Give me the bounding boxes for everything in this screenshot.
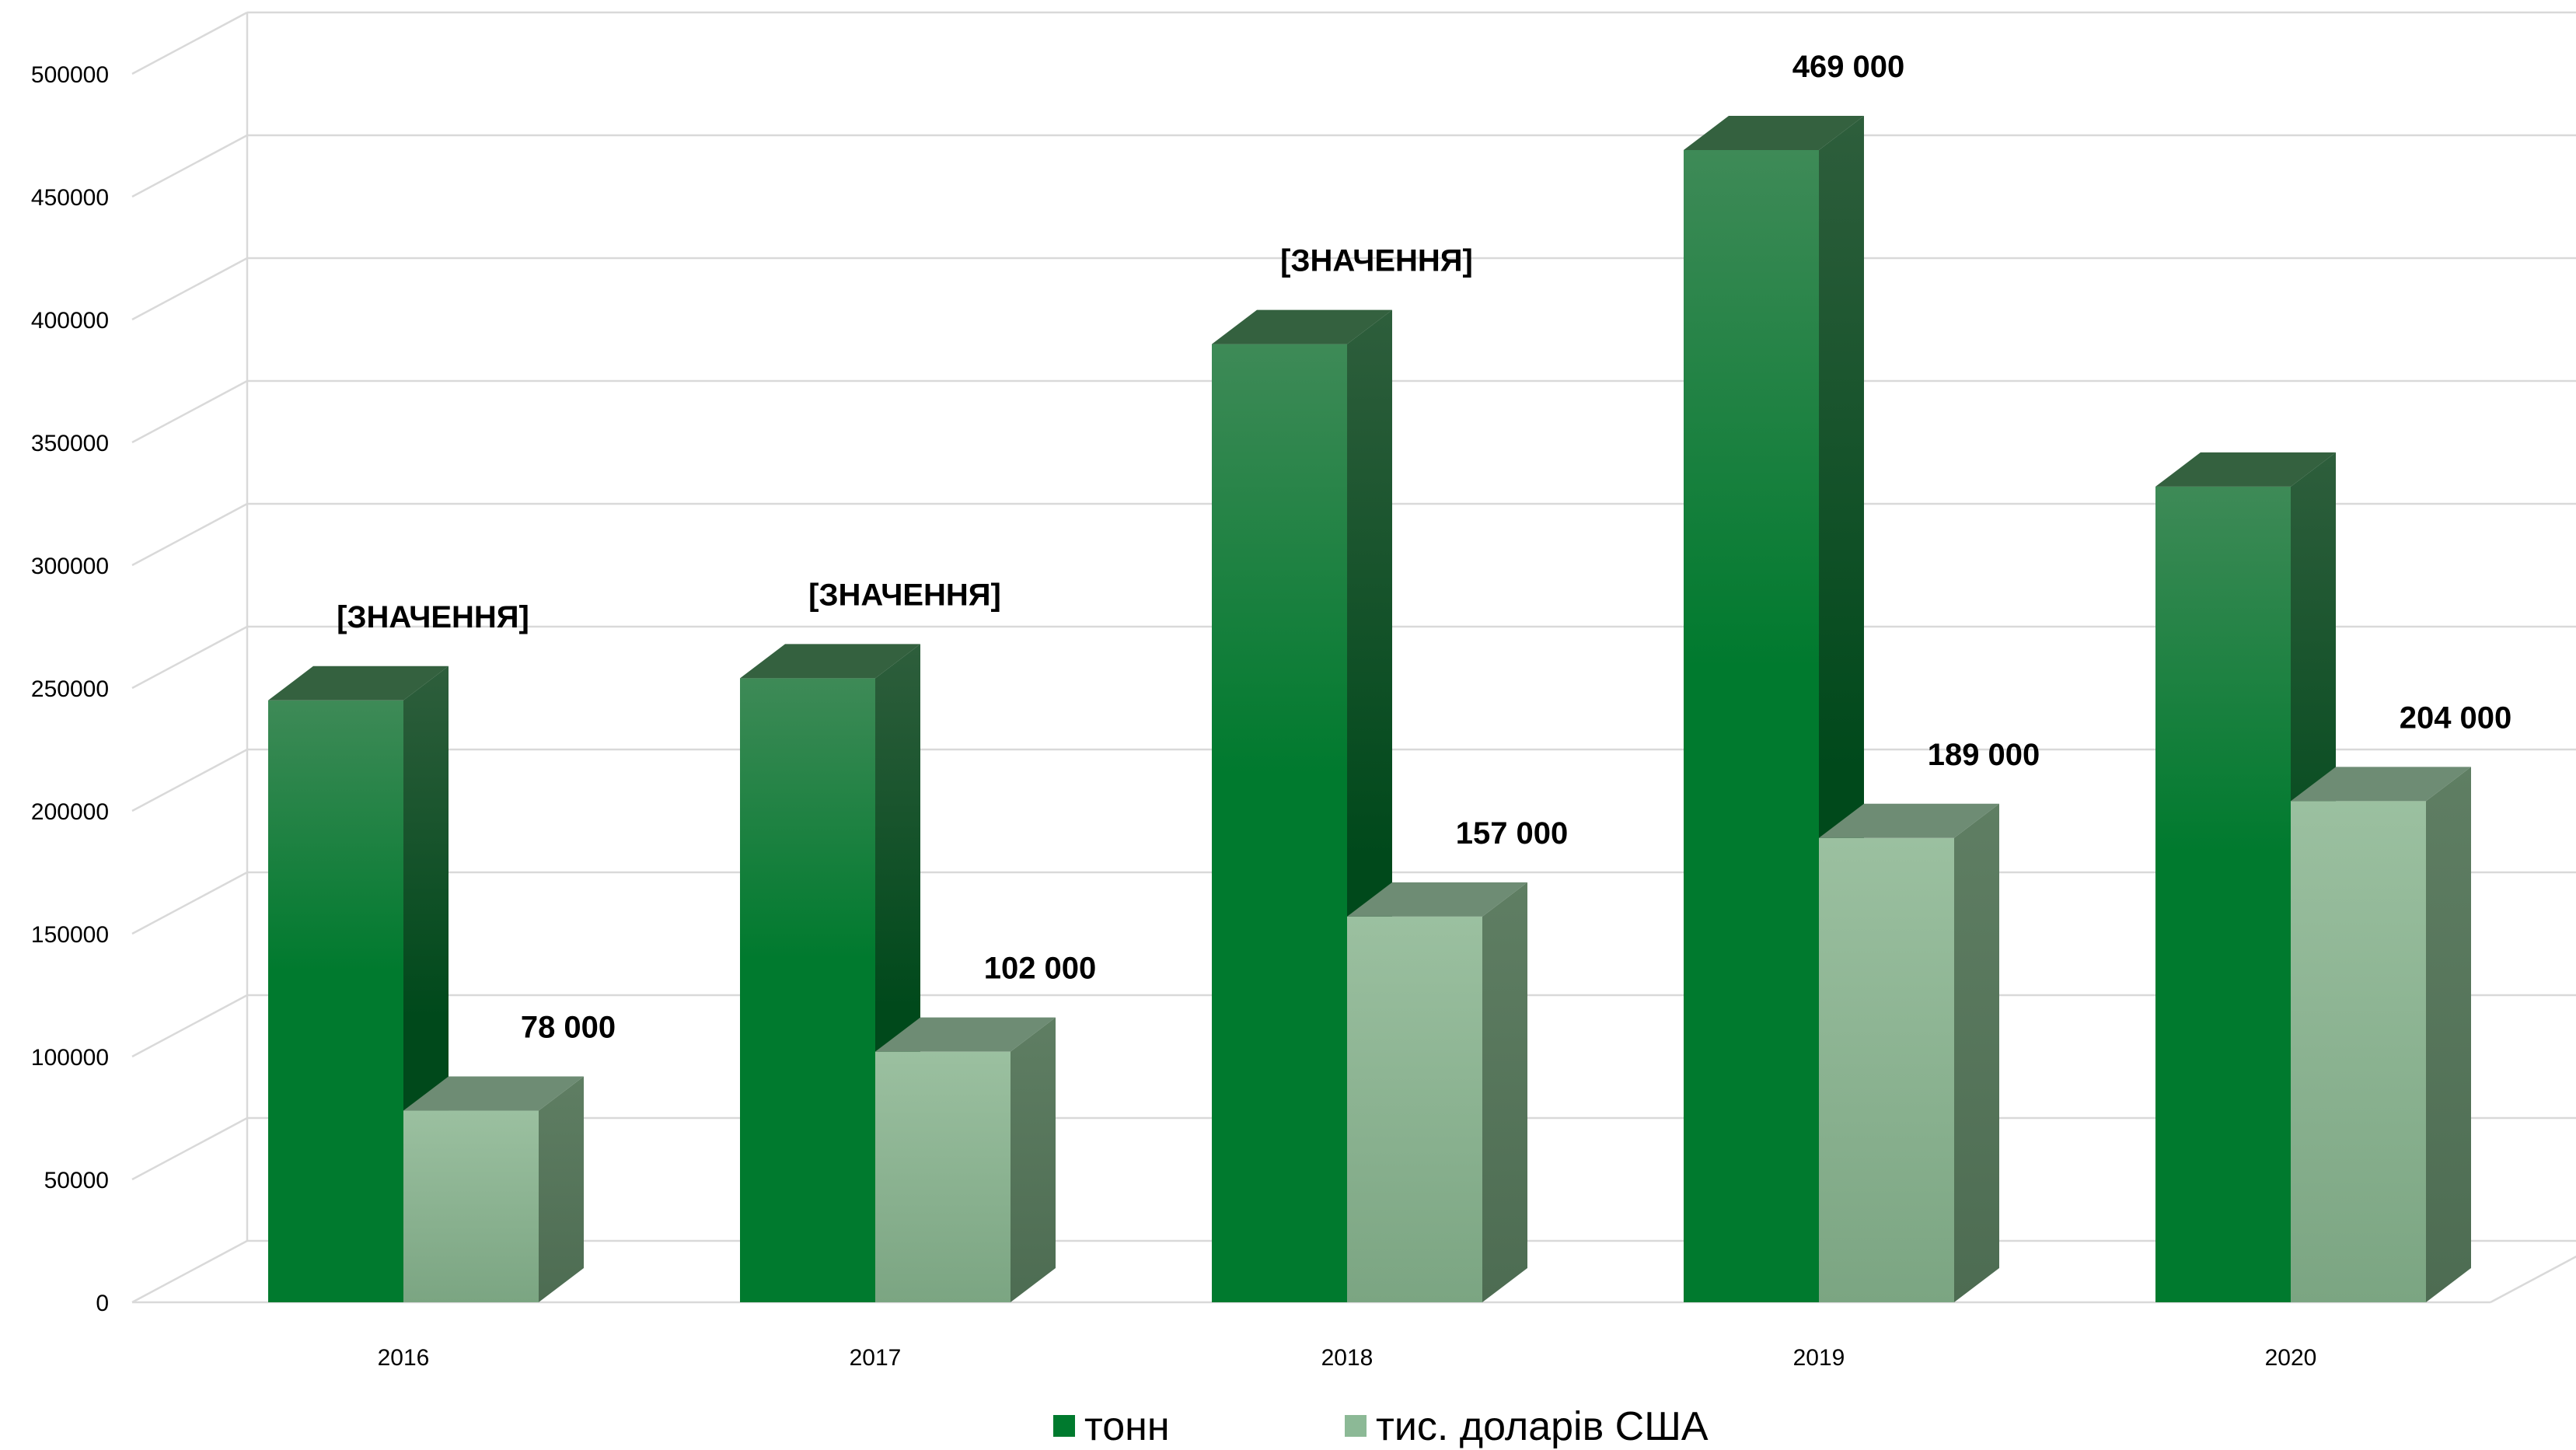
y-tick-label: 300000	[31, 554, 109, 579]
bar-side	[2426, 767, 2471, 1302]
bar-usd-2016	[403, 1076, 584, 1302]
y-tick-label: 0	[96, 1291, 109, 1316]
bar-side	[539, 1076, 584, 1302]
bar-front	[1819, 837, 1954, 1302]
data-label-usd-2019: 189 000	[1928, 738, 2040, 772]
y-tick-label: 150000	[31, 922, 109, 948]
bars	[268, 115, 2471, 1303]
data-label-usd-2020: 204 000	[2400, 701, 2512, 735]
y-tick-label: 450000	[31, 185, 109, 211]
bar-usd-2018	[1347, 882, 1527, 1302]
gridline-side	[131, 379, 248, 444]
bar-usd-2019	[1819, 803, 1999, 1302]
data-labels: [ЗНАЧЕННЯ] 78 000 [ЗНАЧЕННЯ] 102 000 [ЗНАЧЕН…	[337, 50, 2511, 1045]
gridline-side	[131, 134, 248, 198]
bar-top	[1212, 309, 1392, 344]
y-tick-label: 200000	[31, 799, 109, 825]
x-tick-label: 2016	[378, 1345, 430, 1371]
y-tick-label: 100000	[31, 1045, 109, 1071]
bar-front	[268, 700, 403, 1302]
bar-front	[740, 678, 875, 1302]
data-label-tonn-2017: [ЗНАЧЕННЯ]	[808, 578, 1001, 612]
gridline-side	[131, 871, 248, 935]
gridline-side	[131, 11, 248, 75]
gridline-side	[131, 994, 248, 1058]
x-tick-label: 2019	[1793, 1345, 1845, 1371]
bar-front	[403, 1110, 539, 1302]
bar-top	[268, 666, 449, 701]
bar-top	[2155, 452, 2336, 487]
data-label-tonn-2019: 469 000	[1792, 50, 1905, 84]
gridline-side	[131, 1239, 248, 1304]
bar-front	[2291, 801, 2426, 1302]
bar-tonn-2019	[1684, 115, 1864, 1303]
y-tick-label: 250000	[31, 676, 109, 702]
bar-top	[875, 1017, 1056, 1052]
y-tick-label: 500000	[31, 62, 109, 88]
data-label-usd-2018: 157 000	[1456, 816, 1569, 851]
legend-swatch	[1345, 1415, 1367, 1437]
x-axis: 2016 2017 2018 2019 2020	[378, 1345, 2317, 1371]
legend-label: тонн	[1084, 1404, 1170, 1449]
y-tick-label: 400000	[31, 308, 109, 334]
bar-top	[740, 644, 920, 679]
legend-item-usd: тис. доларів США	[1345, 1404, 1709, 1449]
bar-top	[403, 1076, 584, 1111]
y-tick-label: 350000	[31, 431, 109, 456]
legend-label: тис. доларів США	[1376, 1404, 1709, 1449]
x-tick-label: 2020	[2265, 1345, 2317, 1371]
bar-top	[2291, 767, 2471, 802]
legend-swatch	[1053, 1415, 1075, 1437]
data-label-usd-2017: 102 000	[984, 952, 1097, 986]
bar-front	[875, 1051, 1011, 1302]
y-axis: 0 50000 100000 150000 200000 250000 300000 3500…	[31, 62, 109, 1316]
gridline-side	[131, 257, 248, 321]
bar-front	[1212, 344, 1347, 1303]
floor-edge	[2490, 1255, 2576, 1304]
gridline-side	[131, 625, 248, 690]
data-label-usd-2016: 78 000	[521, 1011, 616, 1045]
bar-side	[1482, 882, 1527, 1302]
data-label-tonn-2016: [ЗНАЧЕННЯ]	[337, 600, 529, 634]
y-tick-label: 50000	[44, 1168, 109, 1193]
bar-usd-2017	[875, 1017, 1056, 1302]
bar-side	[1011, 1017, 1056, 1302]
bar-front	[1684, 149, 1819, 1303]
bar-top	[1684, 115, 1864, 150]
legend-item-tonn: тонн	[1053, 1404, 1170, 1449]
data-label-tonn-2018: [ЗНАЧЕННЯ]	[1280, 244, 1473, 278]
bar-front	[2155, 486, 2291, 1302]
gridline-side	[131, 748, 248, 812]
bar-usd-2020	[2291, 767, 2471, 1302]
x-tick-label: 2017	[850, 1345, 902, 1371]
legend: тонн тис. доларів США	[1053, 1404, 1709, 1449]
bar-top	[1347, 882, 1527, 917]
bar-front	[1347, 916, 1482, 1302]
bar-side	[1954, 803, 1999, 1302]
gridline-side	[131, 1116, 248, 1181]
bar-top	[1819, 803, 1999, 838]
gridline-side	[131, 502, 248, 567]
x-tick-label: 2018	[1321, 1345, 1374, 1371]
